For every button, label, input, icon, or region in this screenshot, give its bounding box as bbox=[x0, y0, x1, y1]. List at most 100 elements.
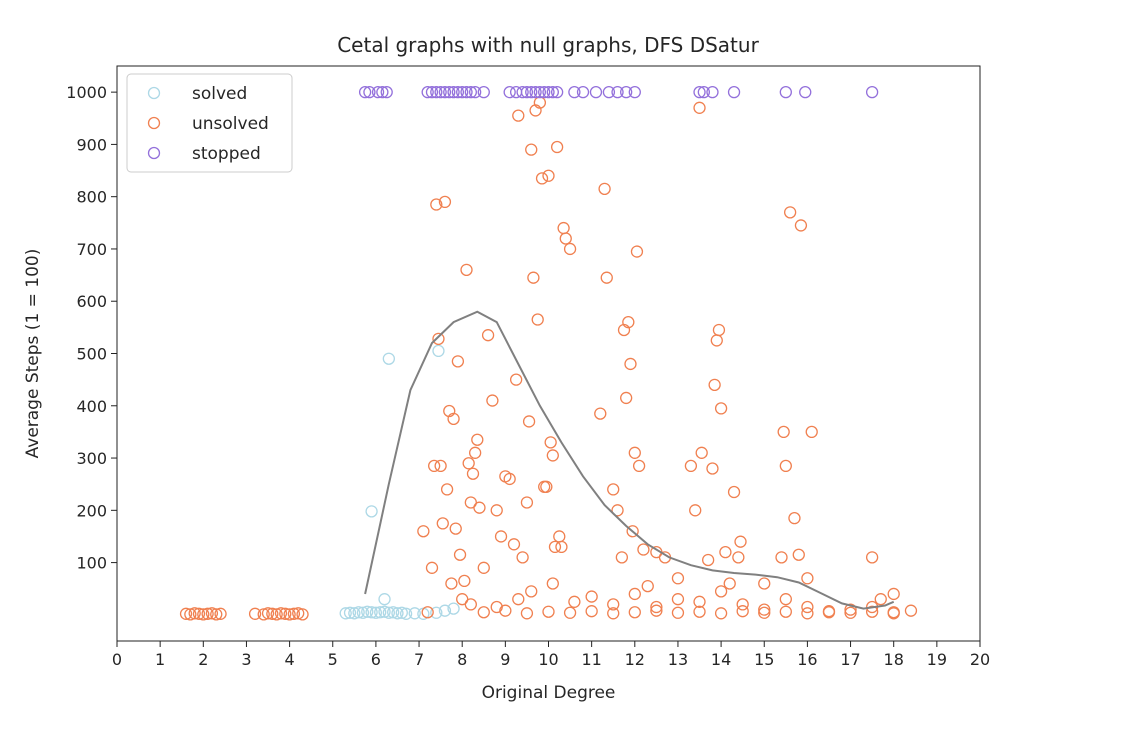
data-point-unsolved bbox=[779, 593, 792, 606]
y-tick-label: 900 bbox=[76, 135, 107, 154]
data-point-unsolved bbox=[458, 574, 471, 588]
data-point-unsolved bbox=[607, 483, 620, 496]
data-point-stopped bbox=[576, 85, 590, 99]
x-tick-label: 8 bbox=[457, 650, 467, 669]
data-point-unsolved bbox=[758, 603, 771, 616]
data-point-unsolved bbox=[283, 608, 296, 621]
x-tick-label: 4 bbox=[285, 650, 295, 669]
data-point-unsolved bbox=[512, 593, 525, 606]
x-tick-label: 20 bbox=[970, 650, 990, 669]
data-point-unsolved bbox=[695, 446, 708, 459]
x-tick-label: 12 bbox=[625, 650, 645, 669]
data-point-unsolved bbox=[628, 606, 641, 619]
x-tick-label: 0 bbox=[112, 650, 122, 669]
data-point-unsolved bbox=[548, 540, 562, 554]
data-point-unsolved bbox=[822, 605, 836, 618]
data-point-unsolved bbox=[788, 512, 801, 525]
data-point-unsolved bbox=[714, 585, 728, 598]
data-point-unsolved bbox=[684, 459, 698, 473]
data-point-unsolved bbox=[689, 504, 702, 517]
legend: solved unsolved stopped bbox=[126, 73, 293, 173]
data-point-unsolved bbox=[727, 485, 741, 499]
data-point-unsolved bbox=[708, 378, 721, 392]
data-point-unsolved bbox=[805, 425, 818, 439]
data-point-unsolved bbox=[248, 607, 262, 620]
data-point-unsolved bbox=[865, 605, 879, 618]
data-point-stopped bbox=[477, 85, 490, 99]
data-point-stopped bbox=[430, 85, 443, 99]
data-point-unsolved bbox=[531, 313, 544, 326]
data-point-stopped bbox=[421, 85, 434, 99]
data-point-unsolved bbox=[887, 607, 900, 620]
y-tick-label: 100 bbox=[76, 554, 107, 573]
data-point-unsolved bbox=[693, 605, 706, 618]
data-point-unsolved bbox=[844, 606, 857, 619]
data-point-unsolved bbox=[490, 504, 503, 517]
data-point-unsolved bbox=[641, 579, 654, 593]
data-point-solved bbox=[374, 606, 387, 619]
data-point-unsolved bbox=[201, 607, 214, 620]
data-point-solved bbox=[339, 607, 352, 620]
data-point-unsolved bbox=[544, 436, 557, 449]
data-point-solved bbox=[399, 607, 413, 620]
data-point-unsolved bbox=[477, 561, 490, 574]
data-point-stopped bbox=[460, 85, 473, 99]
data-point-unsolved bbox=[509, 373, 523, 386]
data-point-unsolved bbox=[451, 355, 465, 368]
data-point-stopped bbox=[589, 85, 603, 99]
x-tick-label: 9 bbox=[500, 650, 510, 669]
data-point-unsolved bbox=[192, 607, 206, 620]
legend-box bbox=[126, 73, 293, 173]
data-point-stopped bbox=[533, 85, 547, 99]
data-point-stopped bbox=[516, 85, 529, 99]
data-point-unsolved bbox=[481, 329, 495, 342]
y-axis-label: Average Steps (1 = 100) bbox=[23, 249, 43, 459]
data-point-unsolved bbox=[279, 607, 292, 620]
data-point-unsolved bbox=[546, 449, 559, 462]
data-point-stopped bbox=[434, 85, 447, 99]
data-point-unsolved bbox=[758, 606, 771, 619]
data-point-unsolved bbox=[628, 446, 641, 459]
data-point-solved bbox=[356, 606, 370, 619]
y-tick-label: 400 bbox=[76, 397, 107, 416]
data-point-unsolved bbox=[471, 433, 484, 446]
data-point-solved bbox=[378, 593, 391, 606]
data-point-unsolved bbox=[865, 551, 879, 564]
data-point-unsolved bbox=[542, 605, 555, 618]
data-point-solved bbox=[432, 344, 445, 358]
data-point-unsolved bbox=[205, 607, 219, 620]
data-point-solved bbox=[391, 607, 404, 620]
data-point-stopped bbox=[611, 85, 624, 99]
data-point-unsolved bbox=[736, 598, 749, 611]
x-tick-label: 1 bbox=[155, 650, 165, 669]
data-point-unsolved bbox=[179, 607, 193, 620]
data-point-stopped bbox=[503, 85, 516, 99]
data-point-unsolved bbox=[503, 472, 516, 486]
data-point-unsolved bbox=[436, 517, 449, 530]
data-point-solved bbox=[447, 602, 460, 615]
data-point-unsolved bbox=[540, 480, 553, 493]
data-point-stopped bbox=[727, 85, 741, 99]
x-tick-label: 13 bbox=[668, 650, 688, 669]
data-point-stopped bbox=[451, 85, 465, 99]
data-point-stopped bbox=[538, 85, 551, 99]
x-tick-label: 14 bbox=[711, 650, 731, 669]
data-point-unsolved bbox=[732, 551, 745, 564]
data-point-unsolved bbox=[261, 607, 275, 620]
data-point-unsolved bbox=[777, 425, 790, 439]
data-point-unsolved bbox=[719, 545, 732, 559]
data-point-unsolved bbox=[758, 577, 771, 590]
data-point-unsolved bbox=[449, 522, 462, 535]
data-point-unsolved bbox=[706, 462, 719, 475]
data-point-unsolved bbox=[585, 590, 598, 603]
data-point-solved bbox=[395, 606, 408, 619]
data-point-unsolved bbox=[734, 535, 747, 548]
data-point-unsolved bbox=[712, 323, 726, 337]
x-tick-label: 10 bbox=[538, 650, 558, 669]
data-point-stopped bbox=[568, 85, 581, 99]
data-point-unsolved bbox=[542, 169, 555, 182]
data-point-solved bbox=[348, 607, 361, 620]
data-point-unsolved bbox=[184, 608, 197, 621]
data-point-unsolved bbox=[693, 595, 706, 608]
